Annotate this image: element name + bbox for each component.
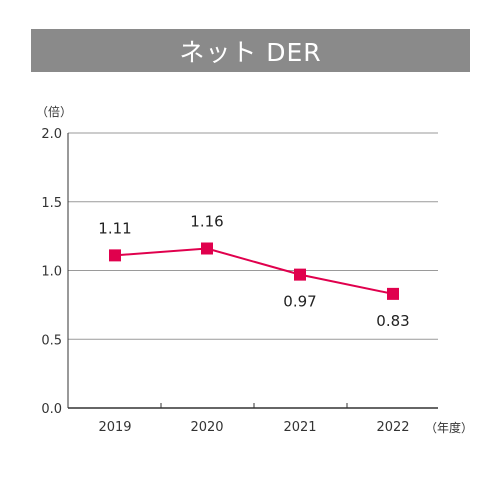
chart-title: ネット DER xyxy=(179,37,322,67)
data-point-marker xyxy=(201,242,213,255)
x-axis-unit-label: （年度） xyxy=(425,420,473,435)
chart-title-banner: ネット DER xyxy=(31,29,470,72)
series-line: 1.11 1.16 0.97 0.83 xyxy=(98,213,409,330)
x-tick-label: 2019 xyxy=(98,420,131,435)
y-tick-label: 1.0 xyxy=(41,265,62,280)
y-tick-label: 2.0 xyxy=(41,127,62,142)
x-tick-label: 2022 xyxy=(376,420,409,435)
y-axis-unit-label: （倍） xyxy=(36,104,72,119)
x-tick-label: 2021 xyxy=(283,420,316,435)
data-point-marker xyxy=(109,249,121,262)
y-tick-label: 0.5 xyxy=(41,333,62,348)
data-point-marker xyxy=(387,287,399,300)
series-line-path xyxy=(114,247,394,295)
y-tick-label: 1.5 xyxy=(41,196,62,211)
data-value-label: 1.11 xyxy=(98,219,131,237)
x-tick-label: 2020 xyxy=(190,420,223,435)
y-tick-label: 0.0 xyxy=(41,402,62,417)
data-point-marker xyxy=(294,268,306,281)
data-value-label: 0.83 xyxy=(376,312,409,330)
data-value-label: 1.16 xyxy=(190,213,223,231)
axes: 0.0 0.5 1.0 1.5 2.0 2019 2020 2021 2022 xyxy=(41,127,438,435)
grid-lines xyxy=(68,132,438,340)
data-value-label: 0.97 xyxy=(283,293,316,311)
